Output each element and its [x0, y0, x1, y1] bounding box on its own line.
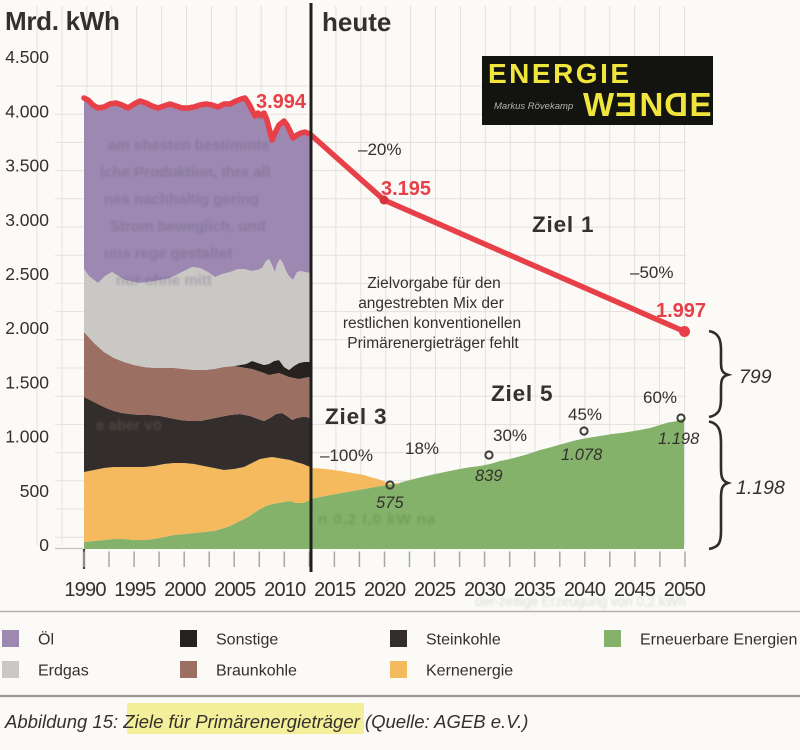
svg-text:heute: heute: [322, 7, 391, 37]
svg-text:–20%: –20%: [358, 140, 401, 159]
svg-text:Kernenergie: Kernenergie: [426, 663, 513, 680]
svg-text:Steinkohle: Steinkohle: [426, 632, 501, 649]
svg-text:500: 500: [20, 481, 49, 501]
svg-text:ENERGIE: ENERGIE: [488, 58, 632, 89]
svg-text:nes nachhaltig gering: nes nachhaltig gering: [104, 191, 259, 208]
svg-text:2030: 2030: [464, 579, 506, 601]
svg-text:3.994: 3.994: [256, 91, 307, 113]
svg-text:4.500: 4.500: [5, 47, 49, 67]
svg-text:3.195: 3.195: [381, 178, 431, 200]
svg-text:1.078: 1.078: [561, 446, 603, 464]
svg-text:30%: 30%: [493, 426, 527, 445]
svg-text:1.500: 1.500: [5, 372, 49, 392]
svg-text:n 0,2 I,0 kW na: n 0,2 I,0 kW na: [318, 511, 436, 528]
svg-text:Öl: Öl: [38, 631, 54, 649]
svg-text:angestrebten Mix der: angestrebten Mix der: [358, 295, 504, 312]
svg-text:1.997: 1.997: [656, 300, 706, 322]
svg-text:1990: 1990: [64, 579, 106, 601]
svg-text:0: 0: [39, 535, 49, 555]
svg-text:2005: 2005: [214, 579, 256, 601]
svg-text:Sonstige: Sonstige: [216, 632, 278, 649]
svg-text:3.500: 3.500: [5, 156, 49, 176]
svg-text:Strom beweglich, und: Strom beweglich, und: [110, 218, 266, 235]
svg-text:W: W: [583, 86, 615, 123]
svg-text:2045: 2045: [614, 579, 656, 601]
svg-text:–100%: –100%: [320, 446, 373, 465]
svg-text:1995: 1995: [114, 579, 156, 601]
svg-text:839: 839: [475, 467, 503, 485]
svg-text:Ziel 3: Ziel 3: [325, 404, 387, 429]
svg-text:4.000: 4.000: [5, 101, 49, 121]
svg-text:2.000: 2.000: [5, 318, 49, 338]
svg-text:D: D: [664, 86, 688, 123]
svg-text:2035: 2035: [514, 579, 556, 601]
svg-text:Mrd. kWh: Mrd. kWh: [5, 6, 120, 36]
svg-text:2.500: 2.500: [5, 264, 49, 284]
svg-text:Ziel 1: Ziel 1: [532, 212, 594, 237]
svg-text:e aber vö: e aber vö: [96, 417, 162, 434]
svg-text:restlichen konventionellen: restlichen konventionellen: [343, 315, 521, 332]
svg-text:2040: 2040: [564, 579, 606, 601]
svg-text:2015: 2015: [314, 579, 356, 601]
svg-text:E: E: [615, 86, 637, 123]
svg-text:Braunkohle: Braunkohle: [216, 663, 297, 680]
svg-text:2020: 2020: [364, 579, 406, 601]
svg-text:nur ohne mitt: nur ohne mitt: [116, 272, 212, 289]
svg-text:Primärenergieträger fehlt: Primärenergieträger fehlt: [347, 335, 519, 352]
svg-text:2050: 2050: [664, 579, 706, 601]
svg-text:1.000: 1.000: [5, 427, 49, 447]
svg-text:18%: 18%: [405, 439, 439, 458]
svg-text:799: 799: [739, 366, 772, 388]
svg-text:1.198: 1.198: [736, 477, 785, 499]
svg-text:uns rege gestaltet: uns rege gestaltet: [104, 245, 232, 262]
svg-text:der-zeitige Erzeugung von 0,2: der-zeitige Erzeugung von 0,2 kWh: [475, 594, 686, 609]
svg-text:45%: 45%: [568, 405, 602, 424]
svg-text:Ziel 5: Ziel 5: [491, 381, 553, 406]
svg-text:Markus Rövekamp: Markus Rövekamp: [494, 101, 573, 112]
svg-text:2000: 2000: [164, 579, 206, 601]
svg-text:3.000: 3.000: [5, 210, 49, 230]
svg-text:iche Produktion, Ihre all: iche Produktion, Ihre all: [100, 164, 270, 181]
svg-text:Erdgas: Erdgas: [38, 663, 89, 680]
svg-text:E: E: [690, 86, 712, 123]
svg-text:Zielvorgabe für den: Zielvorgabe für den: [367, 275, 501, 292]
svg-text:Erneuerbare Energien: Erneuerbare Energien: [640, 632, 797, 649]
svg-text:575: 575: [376, 494, 404, 512]
svg-text:Abbildung 15: Ziele für Primär: Abbildung 15: Ziele für Primärenergieträ…: [4, 711, 528, 732]
svg-text:2025: 2025: [414, 579, 456, 601]
svg-text:60%: 60%: [643, 388, 677, 407]
svg-text:2010: 2010: [264, 579, 306, 601]
svg-text:1.198: 1.198: [658, 430, 700, 448]
svg-text:am ehesten bestimmte: am ehesten bestimmte: [108, 137, 270, 154]
svg-text:–50%: –50%: [630, 263, 673, 282]
svg-text:N: N: [640, 86, 664, 123]
